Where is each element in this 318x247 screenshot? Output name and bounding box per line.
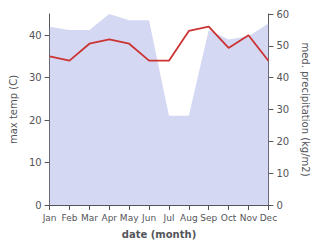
svg-text:10: 10 (29, 157, 42, 168)
svg-text:Dec: Dec (260, 213, 277, 223)
svg-text:Nov: Nov (240, 213, 258, 223)
svg-text:May: May (120, 213, 139, 223)
svg-text:30: 30 (276, 104, 289, 115)
svg-text:Jul: Jul (163, 213, 175, 223)
svg-text:Feb: Feb (62, 213, 78, 223)
svg-text:60: 60 (276, 9, 289, 20)
svg-text:20: 20 (29, 115, 42, 126)
svg-text:med. precipitation (kg/m2): med. precipitation (kg/m2) (300, 42, 311, 176)
svg-text:Jan: Jan (42, 213, 57, 223)
svg-text:30: 30 (29, 72, 42, 83)
svg-text:date (month): date (month) (122, 229, 196, 240)
svg-text:50: 50 (276, 40, 289, 51)
svg-text:Apr: Apr (101, 213, 117, 223)
svg-text:Oct: Oct (221, 213, 237, 223)
svg-text:0: 0 (276, 200, 282, 211)
svg-text:Aug: Aug (180, 213, 198, 223)
svg-text:20: 20 (276, 136, 289, 147)
svg-text:40: 40 (276, 72, 289, 83)
svg-text:0: 0 (35, 200, 41, 211)
svg-text:40: 40 (29, 30, 42, 41)
svg-text:max temp (C): max temp (C) (8, 75, 19, 144)
svg-text:Sep: Sep (200, 213, 217, 223)
svg-text:Jun: Jun (141, 213, 156, 223)
svg-text:Mar: Mar (81, 213, 98, 223)
svg-text:10: 10 (276, 168, 289, 179)
